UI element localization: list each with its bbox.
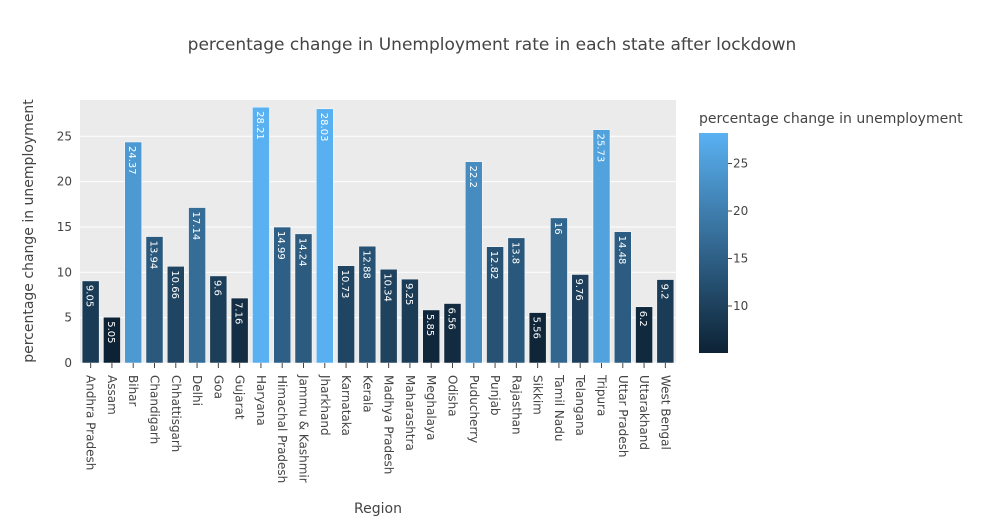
bar-data-label: 28.03 [318,113,329,142]
x-tick-label: Telangana [573,374,587,436]
x-tick-label: Bihar [126,375,140,407]
x-tick-label: Delhi [190,375,204,406]
bar-data-label: 5.56 [531,317,542,339]
bar [465,161,483,364]
bar [550,217,568,364]
x-tick-label: Kerala [360,375,374,413]
x-tick-label: Karnataka [339,375,353,436]
x-tick-label: Punjab [488,375,502,416]
bar-data-label: 6.2 [637,311,648,327]
chart-title: percentage change in Unemployment rate i… [188,35,797,55]
bar-data-label: 10.34 [382,273,393,302]
x-tick-label: Tamil Nadu [552,374,566,441]
bar-data-label: 16 [552,222,563,235]
bar-data-label: 14.48 [616,236,627,265]
x-tick-label: Odisha [446,375,460,417]
x-tick-label: Uttarakhand [637,375,651,450]
bar-data-label: 9.6 [211,280,222,296]
y-tick-label: 15 [57,220,72,234]
y-tick-label: 20 [57,175,72,189]
y-axis-ticks: 0 5 10 15 20 25 [57,129,72,370]
bar [252,106,270,364]
bar-data-label: 17.14 [190,212,201,241]
bar-labels: 9.05 5.05 24.37 13.94 10.66 17.14 9.6 7.16 28.21… [84,111,670,343]
y-tick-label: 5 [64,311,72,325]
colorbar-tick-label: 20 [733,204,748,218]
y-axis-title: percentage change in unemployment [21,99,37,363]
y-tick-label: 0 [64,356,72,370]
colorbar: percentage change in unemployment 10 15 20… [699,111,963,353]
bar-data-label: 6.56 [446,308,457,330]
bar-data-label: 5.05 [105,321,116,343]
bar-data-label: 14.99 [275,231,286,260]
colorbar-tick-label: 25 [733,156,748,170]
bar-data-label: 9.76 [573,278,584,300]
x-tick-label: Meghalaya [424,375,438,440]
bar-data-label: 7.16 [233,302,244,324]
x-tick-label: Andhra Pradesh [84,375,98,470]
y-tick-label: 10 [57,265,72,279]
x-tick-label: Assam [105,375,119,415]
x-tick-label: Chhattisgarh [169,375,183,452]
bar-data-label: 10.66 [169,270,180,299]
y-tick-label: 25 [57,129,72,143]
bar-data-label: 10.73 [339,270,350,299]
bar-data-label: 12.88 [360,250,371,279]
x-tick-label: Uttar Pradesh [616,375,630,457]
bar-data-label: 9.2 [658,284,669,300]
bar-data-label: 5.85 [424,314,435,336]
bar-data-label: 9.25 [403,283,414,305]
x-tick-label: Jharkhand [318,374,332,436]
x-tick-label: Chandigarh [148,375,162,444]
colorbar-tick-label: 10 [733,299,748,313]
colorbar-ticks: 10 15 20 25 [728,156,748,313]
x-tick-label: Tripura [595,374,609,416]
bar-data-label: 24.37 [126,146,137,175]
x-tick-label: Rajasthan [509,375,523,435]
bar-data-label: 12.82 [488,251,499,280]
x-tick-label: Haryana [254,375,268,426]
x-tick-label: Gujarat [233,375,247,420]
bars [81,106,675,364]
colorbar-gradient [699,133,728,353]
bar [316,108,334,364]
x-tick-label: West Bengal [658,375,672,450]
colorbar-tick-label: 15 [733,251,748,265]
x-tick-label: Goa [211,375,225,399]
x-tick-label: Maharashtra [403,375,417,451]
bar-data-label: 14.24 [297,238,308,267]
bar-data-label: 13.94 [148,241,159,270]
x-tick-label: Jammu & Kashmir [297,374,311,483]
x-tick-label: Puducherry [467,375,481,443]
x-tick-label: Himachal Pradesh [275,375,289,483]
colorbar-title: percentage change in unemployment [699,111,963,127]
x-axis-ticks: Andhra Pradesh Assam Bihar Chandigarh Chhatt… [84,363,672,483]
bar-data-label: 9.05 [84,285,95,307]
bar [592,129,611,364]
bar [124,141,142,364]
bar-data-label: 22.2 [467,166,478,188]
x-tick-label: Madhya Pradesh [382,375,396,474]
x-axis-title: Region [354,501,402,517]
x-tick-label: Sikkim [531,375,545,415]
bar-data-label: 28.21 [254,111,265,140]
bar-data-label: 13.8 [509,242,520,264]
bar-data-label: 25.73 [595,134,606,163]
